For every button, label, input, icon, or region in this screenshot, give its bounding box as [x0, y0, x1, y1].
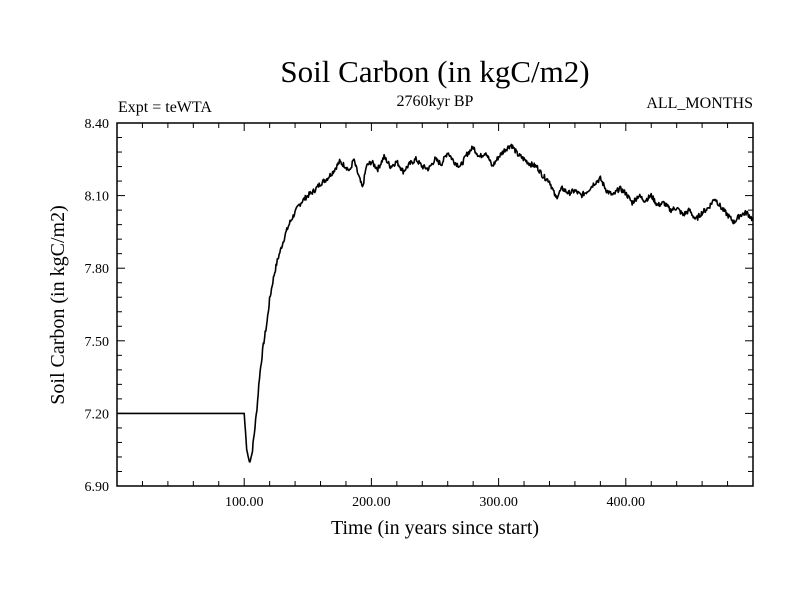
axis-ticks: [117, 123, 753, 486]
experiment-label: Expt = teWTA: [118, 99, 212, 116]
y-tick-label: 8.40: [85, 117, 110, 132]
months-label: ALL_MONTHS: [646, 95, 753, 112]
y-tick-label: 8.10: [85, 190, 110, 205]
x-tick-label: 300.00: [479, 495, 518, 510]
y-tick-label: 6.90: [85, 480, 110, 495]
x-axis-label: Time (in years since start): [331, 517, 539, 539]
y-tick-labels: 6.90 7.20 7.50 7.80 8.10 8.40: [85, 117, 110, 495]
y-axis-label: Soil Carbon (in kgC/m2): [47, 205, 69, 404]
x-tick-label: 200.00: [352, 495, 391, 510]
y-tick-label: 7.50: [85, 335, 110, 350]
soil-carbon-line: [116, 143, 754, 463]
y-tick-label: 7.80: [85, 262, 110, 277]
plot-frame: [116, 122, 754, 487]
chart-title: Soil Carbon (in kgC/m2): [280, 54, 589, 89]
x-tick-label: 400.00: [607, 495, 646, 510]
x-tick-labels: 100.00 200.00 300.00 400.00: [225, 495, 645, 510]
period-label: 2760kyr BP: [397, 93, 474, 110]
y-tick-label: 7.20: [85, 407, 110, 422]
x-tick-label: 100.00: [225, 495, 264, 510]
